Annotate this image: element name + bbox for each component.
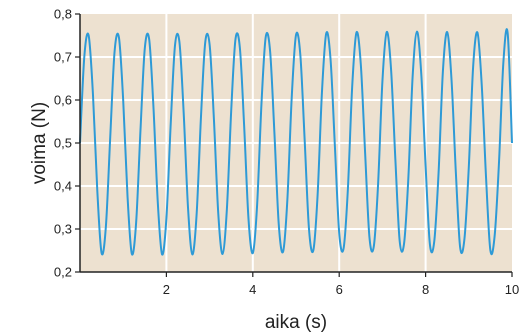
y-tick-label-3: 0,5 [54,136,72,151]
y-tick-label-6: 0,8 [54,7,72,22]
x-axis-title: aika (s) [265,312,327,333]
x-tick-labels: 2 4 6 8 10 [163,272,519,297]
x-tick-label-4: 10 [505,282,519,297]
x-tick-label-3: 8 [422,282,429,297]
y-tick-label-1: 0,3 [54,222,72,237]
y-axis-title: voima (N) [29,102,50,184]
force-series-line [79,28,513,256]
x-tick-label-0: 2 [163,282,170,297]
y-tick-label-5: 0,7 [54,50,72,65]
x-tick-label-1: 4 [249,282,256,297]
y-tick-label-0: 0,2 [54,265,72,280]
y-tick-label-2: 0,4 [54,179,72,194]
y-tick-labels: 0,2 0,3 0,4 0,5 0,6 0,7 0,8 [54,7,80,280]
y-tick-label-4: 0,6 [54,93,72,108]
x-tick-label-2: 6 [336,282,343,297]
